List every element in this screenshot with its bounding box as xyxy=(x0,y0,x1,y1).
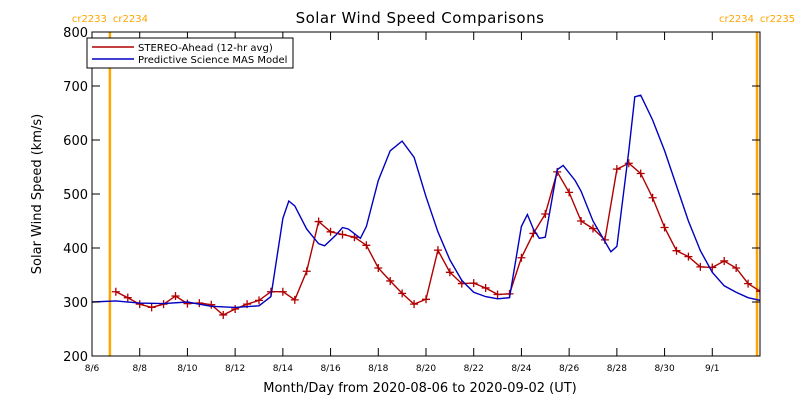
y-tick-label-600: 600 xyxy=(63,134,88,149)
point-stereo-32 xyxy=(493,290,502,299)
point-stereo-22 xyxy=(374,263,383,272)
series-line-mas-model xyxy=(92,94,760,309)
point-stereo-23 xyxy=(386,276,395,285)
axes: 200 300 400 500 600 700 800 8/6 8/8 8/10 8/12 8/14 8… xyxy=(63,26,760,374)
point-stereo-52 xyxy=(732,263,741,272)
y-tick-label-800: 800 xyxy=(63,26,88,41)
point-stereo-38 xyxy=(565,188,574,197)
legend: STEREO-Ahead (12-hr avg) Predictive Scie… xyxy=(86,37,294,69)
x-tick-label-4: 8/14 xyxy=(273,364,293,374)
point-stereo-0 xyxy=(111,287,120,296)
y-tick-label-200: 200 xyxy=(63,350,88,365)
point-stereo-40 xyxy=(589,224,597,233)
y-tick-label-300: 300 xyxy=(63,296,88,311)
point-stereo-10 xyxy=(231,305,240,314)
point-stereo-25 xyxy=(410,300,419,309)
point-stereo-46 xyxy=(660,223,669,232)
point-stereo-48 xyxy=(684,252,693,261)
x-tick-label-13: 9/1 xyxy=(705,364,719,374)
x-tick-label-5: 8/16 xyxy=(320,364,340,374)
carrington-label-right-0: cr2234 xyxy=(113,14,148,25)
point-stereo-45 xyxy=(648,193,657,202)
y-tick-label-400: 400 xyxy=(63,242,88,257)
series-layer xyxy=(92,94,760,319)
point-stereo-47 xyxy=(672,246,681,255)
x-tick-label-0: 8/6 xyxy=(85,364,100,374)
x-tick-label-1: 8/8 xyxy=(132,364,147,374)
point-stereo-8 xyxy=(207,300,216,309)
point-stereo-44 xyxy=(636,169,645,178)
x-tick-label-6: 8/18 xyxy=(368,364,388,374)
legend-label-mas-model: Predictive Science MAS Model xyxy=(138,55,287,66)
x-tick-label-7: 8/20 xyxy=(416,364,436,374)
point-stereo-21 xyxy=(362,241,371,250)
carrington-label-left-0: cr2233 xyxy=(72,14,107,25)
point-stereo-54 xyxy=(756,287,760,296)
point-stereo-24 xyxy=(398,289,407,298)
point-stereo-51 xyxy=(720,256,729,265)
point-stereo-39 xyxy=(577,217,586,225)
point-stereo-36 xyxy=(541,209,550,218)
point-stereo-43 xyxy=(624,159,633,168)
point-stereo-9 xyxy=(219,310,228,319)
y-tick-label-500: 500 xyxy=(63,188,88,203)
legend-label-stereo: STEREO-Ahead (12-hr avg) xyxy=(138,43,273,54)
point-stereo-53 xyxy=(744,279,753,288)
point-stereo-19 xyxy=(338,230,347,239)
point-stereo-16 xyxy=(302,267,311,276)
x-tick-label-11: 8/28 xyxy=(607,364,627,374)
point-stereo-17 xyxy=(314,217,323,226)
point-stereo-6 xyxy=(183,299,192,308)
point-stereo-42 xyxy=(612,165,621,174)
point-stereo-2 xyxy=(135,300,144,309)
x-tick-label-3: 8/12 xyxy=(225,364,245,374)
point-stereo-28 xyxy=(445,268,454,277)
point-stereo-26 xyxy=(422,295,430,304)
x-tick-label-9: 8/24 xyxy=(511,364,531,374)
x-tick-label-2: 8/10 xyxy=(177,364,197,374)
point-stereo-18 xyxy=(326,227,335,236)
x-axis-label: Month/Day from 2020-08-06 to 2020-09-02 … xyxy=(263,381,576,396)
x-tick-label-10: 8/26 xyxy=(559,364,579,374)
point-stereo-5 xyxy=(171,292,180,301)
carrington-label-right-1: cr2235 xyxy=(760,14,795,25)
x-tick-label-12: 8/30 xyxy=(654,364,674,374)
carrington-label-left-1: cr2234 xyxy=(719,14,754,25)
point-stereo-34 xyxy=(517,253,526,262)
point-stereo-1 xyxy=(123,293,132,302)
point-stereo-30 xyxy=(469,279,478,288)
chart-title: Solar Wind Speed Comparisons xyxy=(296,9,545,27)
point-stereo-49 xyxy=(696,262,705,271)
point-stereo-12 xyxy=(255,296,263,305)
point-stereo-31 xyxy=(481,283,490,292)
point-stereo-3 xyxy=(147,303,156,312)
point-stereo-27 xyxy=(433,246,442,255)
x-tick-label-8: 8/22 xyxy=(464,364,484,374)
y-tick-label-700: 700 xyxy=(63,80,88,95)
legend-box xyxy=(86,37,294,69)
point-stereo-14 xyxy=(278,287,287,296)
y-axis-label: Solar Wind Speed (km/s) xyxy=(30,114,45,274)
point-stereo-15 xyxy=(290,295,299,304)
